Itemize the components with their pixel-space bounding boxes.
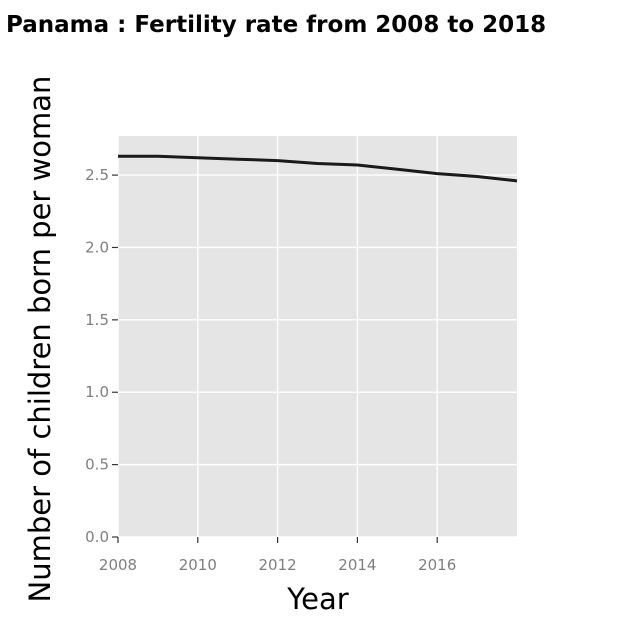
x-tick-label: 2008 [99,556,137,574]
x-tick-label: 2010 [179,556,217,574]
x-tick-label: 2014 [338,556,376,574]
plot-panel [118,136,517,537]
y-tick-label: 1.0 [85,383,109,401]
gridlines [117,136,517,538]
y-axis: 0.0 0.5 1.0 1.5 2.0 2.5 [85,166,118,546]
x-tick-label: 2016 [418,556,456,574]
y-tick-label: 1.5 [85,311,109,329]
y-tick-label: 2.5 [85,166,109,184]
x-tick-label: 2012 [259,556,297,574]
x-axis-label: Year [286,582,348,616]
x-axis: 2008 2010 2012 2014 2016 [99,537,456,574]
y-tick-label: 0.0 [85,528,109,546]
chart-title: Panama : Fertility rate from 2008 to 201… [6,12,546,38]
y-tick-label: 0.5 [85,456,109,474]
y-axis-label: Number of children born per woman [23,76,57,603]
series-line [118,154,518,183]
y-tick-label: 2.0 [85,238,109,256]
series-layer [118,154,518,183]
